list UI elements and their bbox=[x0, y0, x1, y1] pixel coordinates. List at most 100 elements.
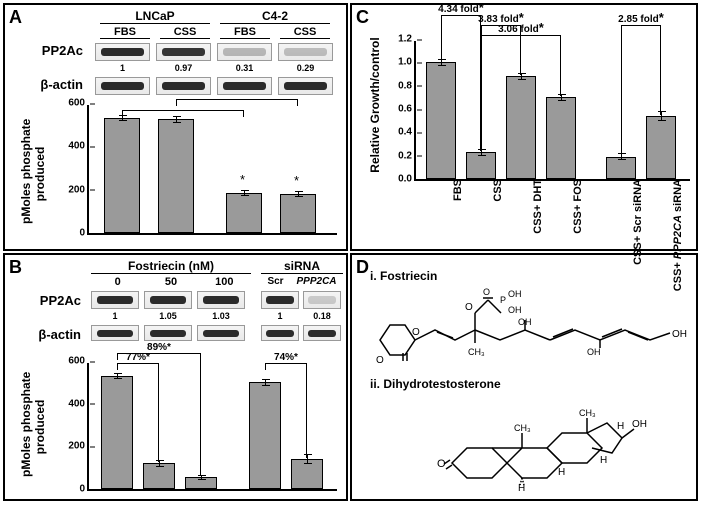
error-bar bbox=[201, 475, 202, 480]
error-bar bbox=[117, 373, 118, 379]
ytick: 600 bbox=[68, 356, 89, 367]
panel-b-right-header: siRNA Scr PPP2CA bbox=[261, 259, 343, 287]
fostriecin-struct-label: i. Fostriecin bbox=[370, 269, 437, 283]
comparison-bracket: 2.85 fold* bbox=[621, 25, 661, 26]
svg-text:O: O bbox=[465, 302, 473, 313]
svg-text:CH₃: CH₃ bbox=[468, 347, 485, 357]
comparison-bracket bbox=[122, 110, 244, 111]
xlabel: CSS+ DHT bbox=[530, 179, 544, 234]
western-blot-band bbox=[91, 291, 139, 309]
bracket-label: 89%* bbox=[147, 342, 171, 354]
xlabel: CSS bbox=[490, 179, 504, 202]
bar bbox=[466, 152, 496, 179]
western-blot-band bbox=[217, 77, 272, 95]
bar bbox=[226, 193, 262, 233]
dht-structure: O CH₃ CH₃ OH H H H H bbox=[432, 393, 662, 498]
fos-conc-1: 50 bbox=[147, 276, 195, 288]
bar bbox=[506, 76, 536, 179]
comparison-bracket: 77%* bbox=[117, 363, 159, 364]
panel-c: C Relative Growth/control 0.0 0.2 0.4 0.6 0.… bbox=[350, 3, 698, 251]
panel-b-label: B bbox=[9, 257, 22, 278]
bactin-label-a: β-actin bbox=[5, 77, 89, 92]
fos-conc-2: 100 bbox=[200, 276, 248, 288]
dht-struct-label: ii. Dihydrotestosterone bbox=[370, 377, 501, 391]
error-bar bbox=[176, 116, 177, 123]
error-bar bbox=[265, 379, 266, 385]
panel-a-sub-3: CSS bbox=[280, 26, 330, 39]
western-blot-band bbox=[217, 43, 272, 61]
svg-text:O: O bbox=[483, 287, 490, 297]
western-blot-band bbox=[197, 291, 245, 309]
western-blot-band bbox=[95, 43, 150, 61]
error-bar bbox=[244, 190, 245, 197]
fostriecin-header: Fostriecin (nM) bbox=[91, 259, 251, 274]
ytick: 0.0 bbox=[398, 174, 416, 185]
ytick: 1.0 bbox=[398, 57, 416, 68]
ytick: 0.4 bbox=[398, 127, 416, 138]
significance-star: * bbox=[240, 172, 245, 187]
panel-c-label: C bbox=[356, 7, 369, 28]
western-blot-band bbox=[91, 325, 139, 341]
pp2ac-label: PP2Ac bbox=[5, 43, 89, 58]
ytick: 1.2 bbox=[398, 34, 416, 45]
svg-text:OH: OH bbox=[632, 419, 647, 430]
ytick: 0.2 bbox=[398, 150, 416, 161]
quant-l-0: 1 bbox=[91, 311, 139, 321]
panel-a-sub-1: CSS bbox=[160, 26, 210, 39]
panel-c-ytitle: Relative Growth/control bbox=[368, 30, 382, 180]
scr-sub: Scr bbox=[267, 276, 283, 287]
bar bbox=[280, 194, 316, 233]
svg-text:O: O bbox=[412, 327, 420, 338]
panel-d-label: D bbox=[356, 257, 369, 278]
bracket-label: 3.06 fold* bbox=[498, 20, 544, 36]
pp2ac-label-b: PP2Ac bbox=[5, 293, 87, 308]
ytick: 0.8 bbox=[398, 80, 416, 91]
comparison-bracket bbox=[176, 99, 298, 100]
svg-text:P: P bbox=[500, 295, 506, 305]
error-bar bbox=[298, 191, 299, 198]
bactin-label-b: β-actin bbox=[5, 327, 87, 342]
western-blot-band bbox=[95, 77, 150, 95]
bar bbox=[104, 118, 140, 233]
bar bbox=[249, 382, 281, 489]
western-blot-band bbox=[278, 43, 333, 61]
panel-b-left-header: Fostriecin (nM) 0 50 100 bbox=[91, 259, 251, 288]
western-blot-band bbox=[261, 291, 299, 309]
panel-a: A LNCaP C4-2 FBSCSSFBSCSS PP2Ac 10.970.3… bbox=[3, 3, 348, 251]
panel-a-label: A bbox=[9, 7, 22, 28]
svg-text:CH₃: CH₃ bbox=[514, 423, 531, 433]
quant-l-2: 1.03 bbox=[197, 311, 245, 321]
error-bar bbox=[307, 454, 308, 465]
error-bar bbox=[521, 73, 522, 80]
comparison-bracket: 74%* bbox=[265, 363, 307, 364]
ytick: 600 bbox=[68, 98, 89, 109]
svg-text:OH: OH bbox=[508, 289, 522, 299]
panel-a-sub-2: FBS bbox=[220, 26, 270, 39]
western-blot-band bbox=[197, 325, 245, 341]
western-blot-band bbox=[261, 325, 299, 341]
panel-a-chart: pMoles phosphateproduced 0200400600** bbox=[43, 105, 343, 245]
panel-a-quant-0: 1 bbox=[95, 63, 150, 73]
comparison-bracket: 3.06 fold* bbox=[481, 35, 561, 36]
bracket-label: 74%* bbox=[274, 352, 298, 364]
bracket-label: 2.85 fold* bbox=[618, 10, 664, 26]
bar bbox=[546, 97, 576, 179]
comparison-bracket: 4.34 fold* bbox=[441, 15, 481, 16]
western-blot-band bbox=[303, 291, 341, 309]
ytick: 0 bbox=[79, 228, 89, 239]
fos-conc-0: 0 bbox=[94, 276, 142, 288]
significance-star: * bbox=[294, 173, 299, 188]
xlabel: FBS bbox=[450, 179, 464, 201]
svg-text:OH: OH bbox=[587, 347, 601, 357]
error-bar bbox=[661, 111, 662, 120]
western-blot-band bbox=[144, 291, 192, 309]
ytick: 200 bbox=[68, 184, 89, 195]
svg-text:O: O bbox=[376, 355, 384, 365]
panel-a-quant-3: 0.29 bbox=[278, 63, 333, 73]
panel-b: B Fostriecin (nM) 0 50 100 siRNA Scr PPP2C… bbox=[3, 253, 348, 501]
error-bar bbox=[561, 94, 562, 101]
svg-text:H: H bbox=[558, 467, 565, 478]
panel-a-quant-2: 0.31 bbox=[217, 63, 272, 73]
bar bbox=[646, 116, 676, 179]
ytick: 0.6 bbox=[398, 104, 416, 115]
